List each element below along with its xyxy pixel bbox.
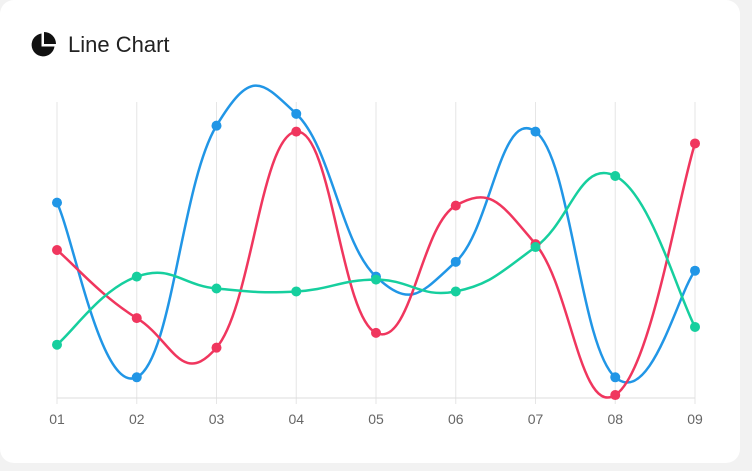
data-point-series-1-02[interactable] — [131, 372, 142, 383]
series-points — [52, 108, 700, 401]
x-tick-label: 08 — [607, 411, 623, 427]
data-point-series-2-04[interactable] — [291, 126, 302, 137]
x-tick-label: 02 — [129, 411, 145, 427]
x-tick-label: 01 — [49, 411, 65, 427]
data-point-series-1-07[interactable] — [530, 126, 541, 137]
data-point-series-3-09[interactable] — [690, 321, 700, 332]
chart-card: Line Chart 01 02 03 04 05 06 07 08 09 — [0, 0, 740, 463]
data-point-series-2-06[interactable] — [450, 200, 461, 211]
data-point-series-3-02[interactable] — [131, 271, 142, 282]
line-chart: 01 02 03 04 05 06 07 08 09 — [49, 84, 703, 427]
pie-chart-icon — [30, 32, 56, 58]
x-tick-label: 09 — [687, 411, 703, 427]
x-tick-label: 03 — [209, 411, 225, 427]
x-axis-ticks: 01 02 03 04 05 06 07 08 09 — [49, 411, 703, 427]
data-point-series-2-09[interactable] — [690, 138, 700, 149]
data-point-series-3-03[interactable] — [211, 283, 222, 294]
grid-lines — [56, 102, 696, 404]
x-tick-label: 04 — [288, 411, 304, 427]
data-point-series-2-08[interactable] — [610, 390, 621, 401]
data-point-series-3-06[interactable] — [450, 286, 461, 297]
data-point-series-3-05[interactable] — [371, 274, 381, 285]
data-point-series-3-04[interactable] — [291, 286, 302, 297]
x-tick-label: 05 — [368, 411, 384, 427]
data-point-series-1-04[interactable] — [291, 108, 302, 119]
data-point-series-2-01[interactable] — [52, 245, 62, 255]
data-point-series-2-05[interactable] — [371, 327, 381, 338]
data-point-series-3-08[interactable] — [610, 171, 621, 181]
data-point-series-1-01[interactable] — [52, 197, 62, 208]
x-tick-label: 06 — [448, 411, 464, 427]
data-point-series-2-03[interactable] — [211, 342, 222, 353]
data-point-series-2-02[interactable] — [131, 313, 142, 324]
data-point-series-1-09[interactable] — [690, 265, 700, 276]
x-tick-label: 07 — [528, 411, 544, 427]
data-point-series-3-07[interactable] — [530, 242, 541, 253]
chart-title: Line Chart — [68, 32, 170, 57]
data-point-series-1-08[interactable] — [610, 372, 621, 383]
data-point-series-1-03[interactable] — [211, 120, 222, 131]
data-point-series-1-06[interactable] — [450, 256, 461, 267]
data-point-series-3-01[interactable] — [52, 339, 62, 350]
card-header: Line Chart — [30, 28, 170, 62]
